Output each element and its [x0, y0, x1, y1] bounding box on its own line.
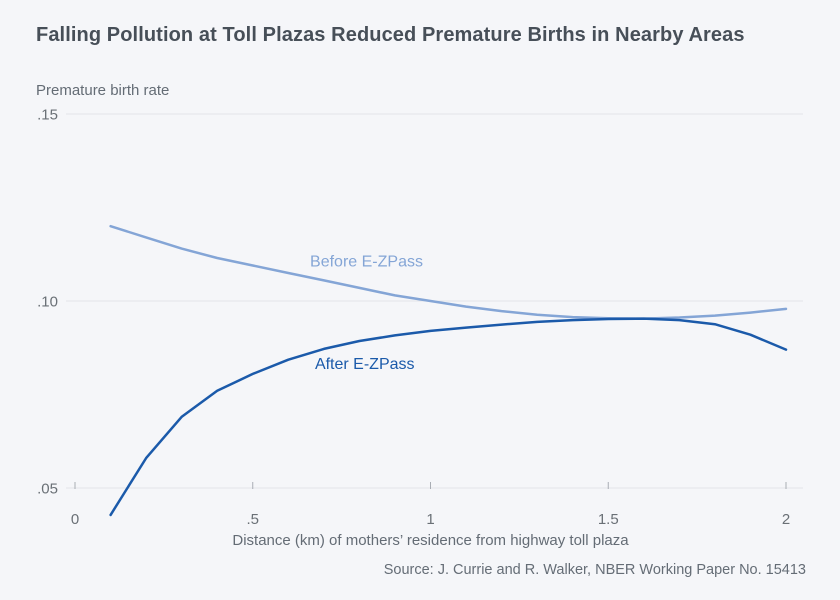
x-tick-label: .5 [246, 511, 259, 528]
y-tick-label: .10 [37, 294, 58, 311]
axis-ticks [74, 482, 787, 489]
source-note: Source: J. Currie and R. Walker, NBER Wo… [383, 562, 806, 578]
x-tick-label: 2 [782, 511, 790, 528]
series-label: After E-ZPass [315, 356, 415, 373]
series-label: Before E-ZPass [310, 254, 423, 271]
x-tick-label: 1.5 [598, 511, 619, 528]
y-tick-label: .15 [37, 107, 58, 124]
series-labels: Before E-ZPass After E-ZPass [310, 254, 423, 373]
series-line [109, 317, 788, 517]
tick-labels: .15 .10 .05 0 .5 1 1.5 2 [37, 107, 790, 529]
x-tick-label: 1 [426, 511, 434, 528]
x-axis-title: Distance (km) of mothers’ residence from… [232, 532, 629, 549]
series-lines [109, 224, 788, 517]
chart-title: Falling Pollution at Toll Plazas Reduced… [36, 24, 745, 46]
x-tick-label: 0 [71, 511, 79, 528]
series-line [109, 224, 788, 320]
y-tick-label: .05 [37, 481, 58, 498]
y-axis-title: Premature birth rate [36, 82, 170, 99]
